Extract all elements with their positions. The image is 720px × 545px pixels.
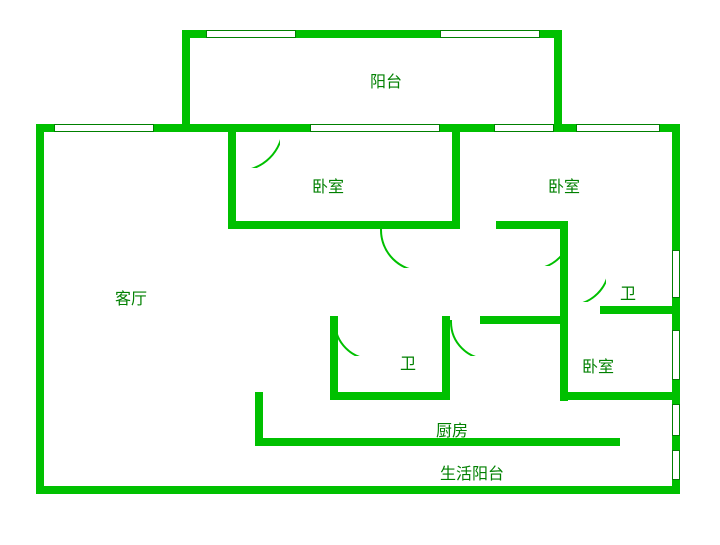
room-label-kitchen: 厨房	[436, 417, 468, 441]
window	[54, 124, 154, 132]
wall	[480, 316, 568, 324]
wall	[554, 30, 562, 130]
door-arc	[450, 320, 486, 356]
wall	[228, 124, 236, 229]
room-label-bath_center: 卫	[400, 350, 416, 374]
door	[380, 228, 420, 268]
room-label-balcony_top: 阳台	[370, 68, 402, 92]
room-label-living_room: 客厅	[115, 285, 147, 309]
room-label-service_balcony: 生活阳台	[440, 460, 504, 484]
window	[576, 124, 660, 132]
window	[672, 450, 680, 480]
door-arc	[334, 320, 370, 356]
door	[236, 124, 280, 168]
door	[568, 264, 606, 302]
window	[310, 124, 440, 132]
wall	[442, 316, 450, 400]
wall	[36, 124, 44, 494]
window	[672, 330, 680, 380]
wall	[452, 124, 460, 229]
door	[450, 320, 486, 356]
door	[334, 320, 370, 356]
room-label-bedroom_left: 卧室	[312, 173, 344, 197]
door-arc	[380, 228, 420, 268]
door-arc	[530, 228, 568, 266]
wall	[330, 392, 450, 400]
window	[494, 124, 554, 132]
door-arc	[236, 124, 280, 168]
wall	[36, 486, 680, 494]
window	[672, 404, 680, 436]
room-label-bath_right: 卫	[620, 280, 636, 304]
floor-plan: 阳台卧室卧室客厅卫卫卧室厨房生活阳台	[0, 0, 720, 545]
room-label-bedroom_lower: 卧室	[582, 353, 614, 377]
window	[672, 250, 680, 298]
wall	[182, 30, 190, 130]
window	[440, 30, 540, 38]
window	[206, 30, 296, 38]
door-arc	[568, 264, 606, 302]
wall	[228, 221, 460, 229]
wall	[255, 392, 263, 446]
door	[530, 228, 568, 266]
wall	[600, 306, 680, 314]
wall	[560, 392, 680, 400]
room-label-bedroom_right: 卧室	[548, 173, 580, 197]
